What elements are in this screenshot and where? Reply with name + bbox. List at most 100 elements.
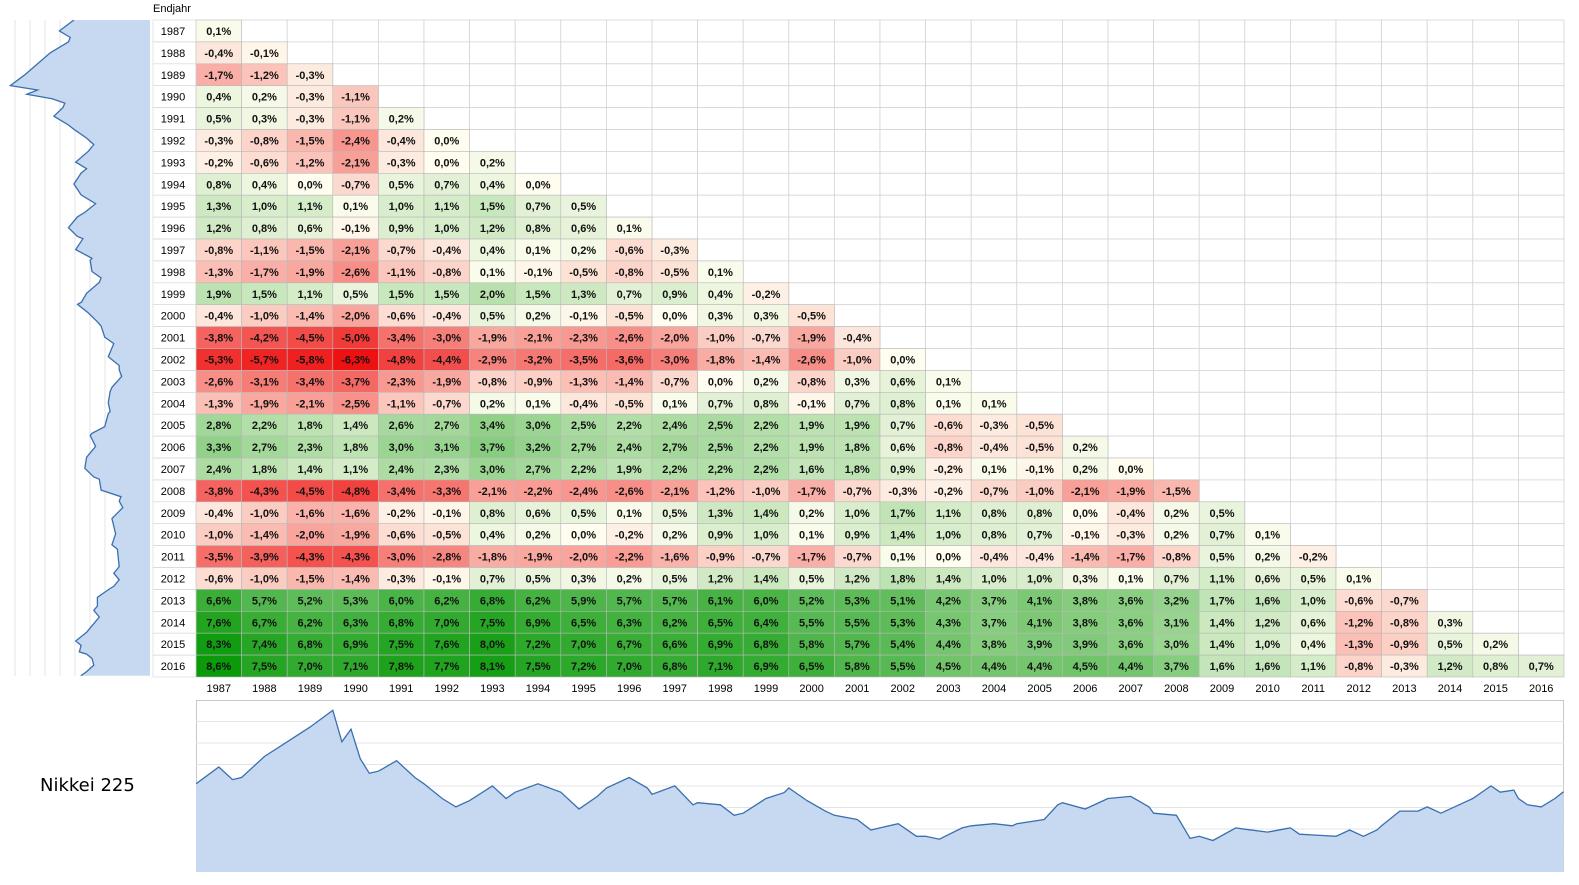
empty-cell <box>1518 435 1565 459</box>
empty-cell <box>1426 501 1474 525</box>
cell-value-label: -1,7% <box>797 552 826 564</box>
start-year-label: 1994 <box>526 683 550 695</box>
start-year-label: 2008 <box>1164 683 1188 695</box>
cell-value-label: -3,8% <box>204 486 233 498</box>
empty-cell <box>1426 260 1474 284</box>
cell-value-label: -2,4% <box>341 135 370 147</box>
empty-cell <box>1472 19 1519 43</box>
empty-cell <box>1198 194 1246 218</box>
empty-cell <box>560 129 607 152</box>
cell-value-label: 1,0% <box>845 508 870 520</box>
empty-cell <box>469 19 516 43</box>
end-year-label: 2007 <box>161 464 185 476</box>
empty-cell <box>1290 19 1337 43</box>
cell-value-label: -0,2% <box>752 289 781 301</box>
cell-value-label: 0,1% <box>617 508 642 520</box>
empty-cell <box>697 19 744 43</box>
cell-value-label: -1,5% <box>296 573 325 585</box>
empty-cell <box>1153 457 1200 481</box>
cell-value-label: 2,2% <box>662 464 687 476</box>
cell-value-label: 1,9% <box>617 464 642 476</box>
cell-value-label: 0,0% <box>571 530 596 542</box>
cell-value-label: 0,5% <box>799 573 824 585</box>
cell-value-label: 3,0% <box>389 442 414 454</box>
cell-value-label: -2,3% <box>569 333 598 345</box>
start-year-label: 2007 <box>1119 683 1143 695</box>
empty-cell <box>1381 216 1428 240</box>
empty-cell <box>1290 129 1337 152</box>
cell-value-label: 4,3% <box>936 617 961 629</box>
empty-cell <box>1518 238 1565 262</box>
empty-cell <box>1472 282 1519 306</box>
cell-value-label: 0,9% <box>389 223 414 235</box>
empty-cell <box>1290 304 1337 328</box>
cell-value-label: -1,4% <box>615 376 644 388</box>
empty-cell <box>1153 435 1200 459</box>
cell-value-label: -0,4% <box>204 508 233 520</box>
end-year-label: 2003 <box>161 376 185 388</box>
cell-value-label: 7,0% <box>617 661 642 673</box>
cell-value-label: 2,4% <box>206 464 231 476</box>
empty-cell <box>788 282 835 306</box>
cell-value-label: 2,2% <box>252 420 277 432</box>
cell-value-label: -1,2% <box>250 70 279 82</box>
cell-value-label: -3,4% <box>387 333 416 345</box>
cell-value-label: 1,3% <box>571 289 596 301</box>
cell-value-label: -0,4% <box>1116 508 1145 520</box>
cell-value-label: 0,0% <box>434 135 459 147</box>
empty-cell <box>925 238 972 262</box>
empty-cell <box>970 19 1018 43</box>
end-year-label: 2010 <box>161 530 185 542</box>
empty-cell <box>925 194 972 218</box>
cell-value-label: 3,8% <box>1073 595 1098 607</box>
row-label-cell <box>152 654 197 678</box>
empty-cell <box>1381 501 1428 525</box>
empty-cell <box>1381 457 1428 481</box>
empty-cell <box>469 129 516 152</box>
empty-cell <box>925 282 972 306</box>
empty-cell <box>1107 19 1154 43</box>
start-year-label: 1987 <box>207 683 231 695</box>
empty-cell <box>925 85 972 108</box>
cell-value-label: 0,6% <box>1255 573 1280 585</box>
empty-cell <box>1153 348 1200 371</box>
empty-cell <box>241 19 288 43</box>
empty-cell <box>1107 348 1154 371</box>
empty-cell <box>1426 457 1474 481</box>
cell-value-label: 0,2% <box>753 376 778 388</box>
empty-cell <box>1290 457 1337 481</box>
cell-value-label: 3,4% <box>480 420 505 432</box>
cell-value-label: -0,1% <box>250 48 279 60</box>
empty-cell <box>1244 435 1291 459</box>
cell-value-label: -0,5% <box>660 267 689 279</box>
cell-value-label: 2,8% <box>206 420 231 432</box>
end-year-label: 1994 <box>161 179 185 191</box>
empty-cell <box>834 304 881 328</box>
cell-value-label: 7,4% <box>252 639 277 651</box>
empty-cell <box>1107 391 1154 415</box>
cell-value-label: 0,1% <box>1118 573 1143 585</box>
cell-value-label: -5,7% <box>250 354 279 366</box>
cell-value-label: -4,2% <box>250 333 279 345</box>
cell-value-label: 0,2% <box>662 530 687 542</box>
empty-cell <box>1472 172 1519 196</box>
cell-value-label: 4,4% <box>981 661 1006 673</box>
empty-cell <box>1062 85 1109 108</box>
empty-cell <box>514 63 562 87</box>
cell-value-label: -0,4% <box>204 311 233 323</box>
empty-cell <box>697 63 744 87</box>
cell-value-label: -0,2% <box>934 486 963 498</box>
cell-value-label: 0,2% <box>1073 442 1098 454</box>
empty-cell <box>1244 107 1291 130</box>
cell-value-label: 3,6% <box>1118 595 1143 607</box>
start-year-label: 1992 <box>435 683 459 695</box>
cell-value-label: -0,3% <box>296 92 325 104</box>
cell-value-label: 0,9% <box>845 530 870 542</box>
empty-cell <box>1426 523 1474 547</box>
empty-cell <box>606 85 653 108</box>
cell-value-label: -1,6% <box>660 552 689 564</box>
cell-value-label: -0,4% <box>204 48 233 60</box>
cell-value-label: 7,5% <box>252 661 277 673</box>
cell-value-label: -1,2% <box>706 486 735 498</box>
cell-value-label: 0,1% <box>525 245 550 257</box>
